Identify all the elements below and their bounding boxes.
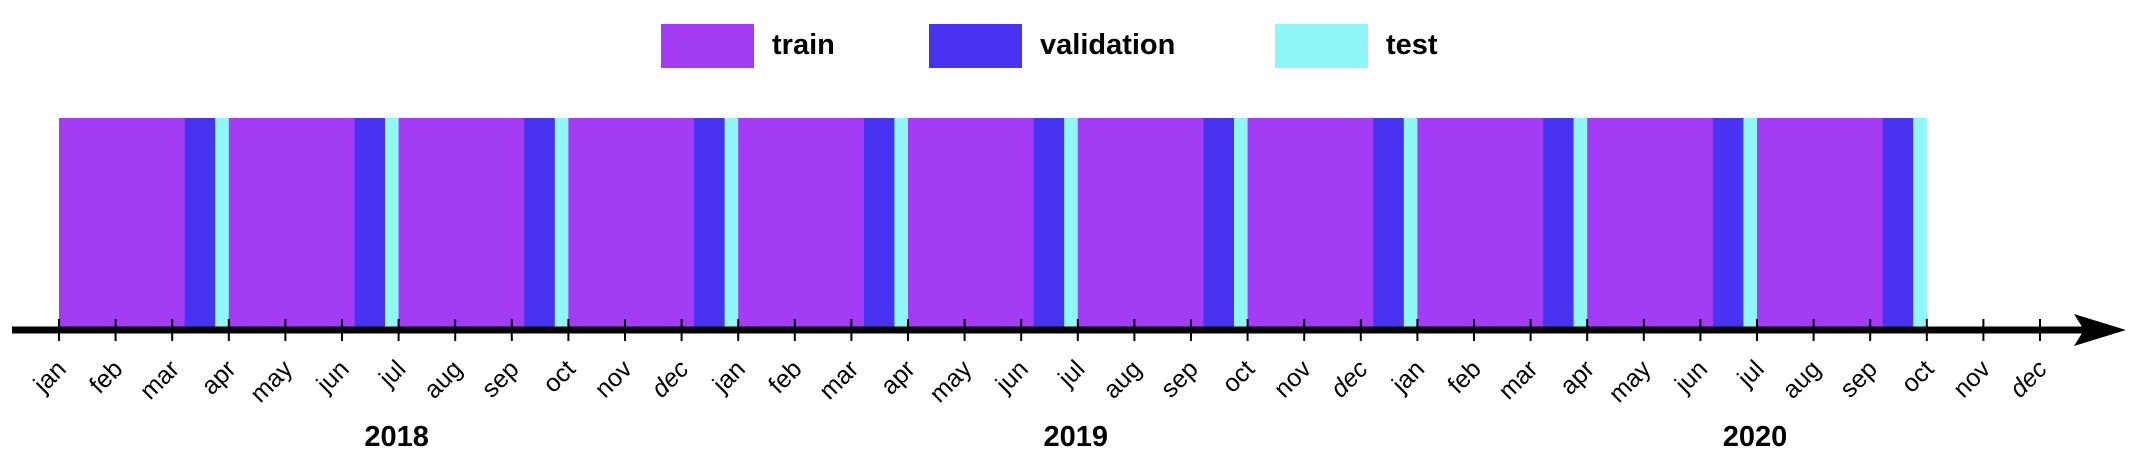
bar-validation-segment-8 xyxy=(1373,118,1405,330)
bar-validation-segment-10 xyxy=(1712,118,1744,330)
bar-test-segment-8 xyxy=(1403,118,1418,330)
month-label-nov-2018: nov xyxy=(589,355,638,404)
month-label-oct-2019: oct xyxy=(1217,355,1260,398)
bar-train-segment-2 xyxy=(228,118,355,330)
year-label-2019: 2019 xyxy=(1044,421,1109,453)
month-label-aug-2019: aug xyxy=(1098,355,1147,404)
bar-test-segment-10 xyxy=(1743,118,1758,330)
month-labels: jan feb mar apr may jun jul aug sep oct nov dec jan f… xyxy=(28,355,2053,409)
month-label-may-2019: may xyxy=(924,355,978,409)
month-label-oct-2020: oct xyxy=(1896,355,1939,398)
month-label-feb-2018: feb xyxy=(84,355,128,399)
bar-train-segment-10 xyxy=(1587,118,1714,330)
month-label-mar-2020: mar xyxy=(1493,355,1543,405)
month-label-jan-2020: jan xyxy=(1386,355,1430,399)
bar-train-segment-5 xyxy=(738,118,865,330)
month-label-jun-2019: jun xyxy=(990,355,1034,399)
month-label-jul-2019: jul xyxy=(1052,355,1090,393)
month-label-sep-2019: sep xyxy=(1155,355,1203,403)
bar-test-segment-11 xyxy=(1913,118,1928,330)
month-label-jan-2019: jan xyxy=(707,355,751,399)
bar-validation-segment-2 xyxy=(354,118,386,330)
bar-validation-segment-7 xyxy=(1203,118,1235,330)
month-label-nov-2020: nov xyxy=(1948,355,1997,404)
bar-train-segment-7 xyxy=(1077,118,1204,330)
year-label-2018: 2018 xyxy=(364,421,429,453)
month-label-may-2018: may xyxy=(245,355,299,409)
month-label-mar-2019: mar xyxy=(814,355,864,405)
month-label-aug-2018: aug xyxy=(419,355,468,404)
month-label-jul-2018: jul xyxy=(373,355,411,393)
legend-swatch-test xyxy=(1275,24,1368,68)
month-label-jun-2020: jun xyxy=(1669,355,1713,399)
split-bars xyxy=(59,118,1928,330)
month-label-jun-2018: jun xyxy=(311,355,355,399)
bar-test-segment-9 xyxy=(1573,118,1588,330)
bar-test-segment-1 xyxy=(215,118,230,330)
bar-train-segment-11 xyxy=(1757,118,1884,330)
legend-label-test: test xyxy=(1386,29,1438,61)
bar-validation-segment-6 xyxy=(1033,118,1065,330)
bar-validation-segment-11 xyxy=(1882,118,1914,330)
bar-validation-segment-5 xyxy=(863,118,895,330)
bar-test-segment-6 xyxy=(1064,118,1079,330)
bar-train-segment-4 xyxy=(568,118,695,330)
bar-train-segment-3 xyxy=(398,118,525,330)
bar-validation-segment-3 xyxy=(524,118,556,330)
bar-validation-segment-1 xyxy=(184,118,216,330)
month-label-apr-2020: apr xyxy=(1555,355,1600,400)
month-label-oct-2018: oct xyxy=(538,355,581,398)
month-label-apr-2019: apr xyxy=(875,355,920,400)
time-axis xyxy=(12,314,2126,346)
year-label-2020: 2020 xyxy=(1723,421,1788,453)
month-label-jul-2020: jul xyxy=(1731,355,1769,393)
month-label-dec-2018: dec xyxy=(646,355,695,404)
month-label-jan-2018: jan xyxy=(28,355,72,399)
legend-label-validation: validation xyxy=(1040,29,1175,61)
bar-test-segment-4 xyxy=(724,118,739,330)
month-label-aug-2020: aug xyxy=(1777,355,1826,404)
bar-test-segment-5 xyxy=(894,118,909,330)
bar-validation-segment-4 xyxy=(694,118,726,330)
month-label-feb-2019: feb xyxy=(763,355,807,399)
month-label-nov-2019: nov xyxy=(1269,355,1318,404)
axis-arrowhead xyxy=(2074,314,2126,346)
bar-train-segment-8 xyxy=(1247,118,1374,330)
month-label-sep-2018: sep xyxy=(476,355,524,403)
legend: train validation test xyxy=(661,24,1438,68)
month-label-dec-2020: dec xyxy=(2004,355,2053,404)
bar-validation-segment-9 xyxy=(1543,118,1575,330)
month-label-apr-2018: apr xyxy=(196,355,241,400)
legend-swatch-train xyxy=(661,24,754,68)
month-label-dec-2019: dec xyxy=(1325,355,1374,404)
bar-train-segment-9 xyxy=(1417,118,1544,330)
bar-test-segment-7 xyxy=(1234,118,1248,330)
bar-train-segment-6 xyxy=(908,118,1035,330)
month-label-feb-2020: feb xyxy=(1442,355,1486,399)
bar-train-segment-1 xyxy=(59,118,186,330)
month-label-mar-2018: mar xyxy=(135,355,185,405)
month-label-may-2020: may xyxy=(1603,355,1657,409)
bar-test-segment-2 xyxy=(385,118,399,330)
legend-label-train: train xyxy=(772,29,835,61)
month-label-sep-2020: sep xyxy=(1835,355,1883,403)
legend-swatch-validation xyxy=(929,24,1022,68)
year-labels: 2018 2019 2020 xyxy=(364,421,1787,453)
bar-test-segment-3 xyxy=(554,118,569,330)
